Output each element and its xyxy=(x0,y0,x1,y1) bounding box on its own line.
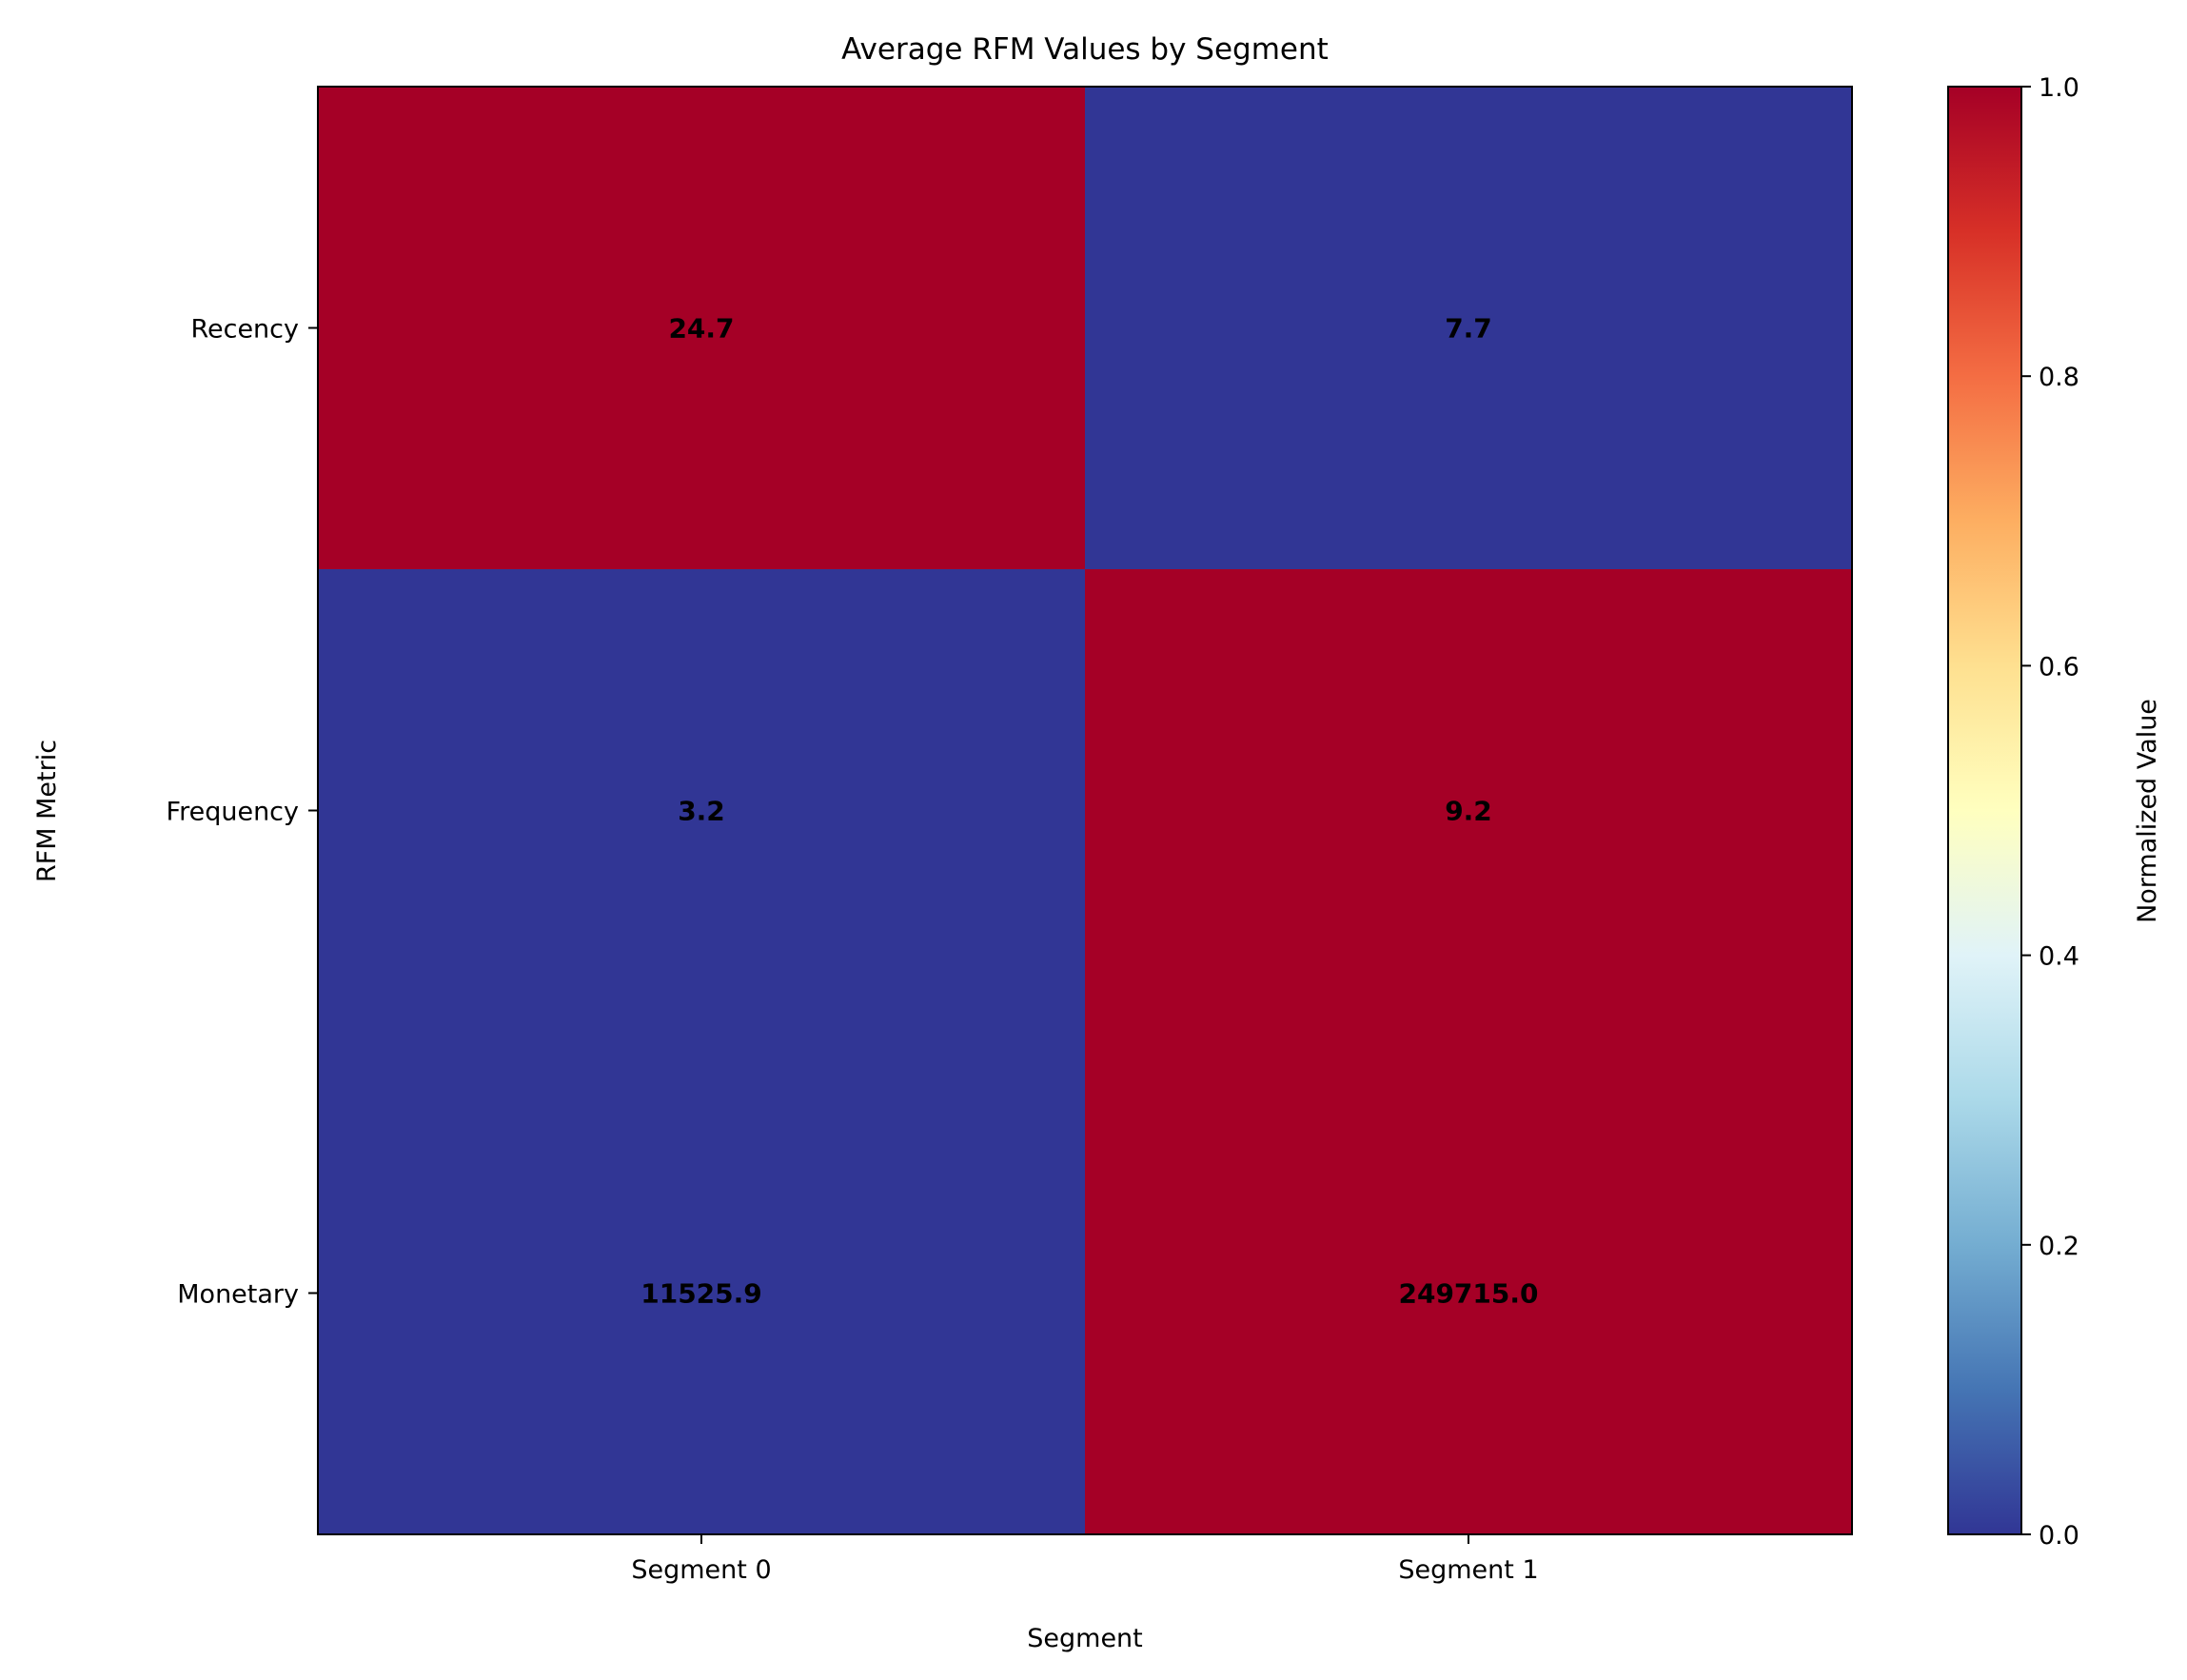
y-tick-label: Monetary xyxy=(177,1280,299,1310)
colorbar-label: Normalized Value xyxy=(2133,699,2162,923)
heatmap-cell xyxy=(318,1052,1086,1535)
x-tick-label: Segment 0 xyxy=(631,1555,771,1585)
colorbar-ticks: 0.0 0.2 0.4 0.6 0.8 1.0 xyxy=(2021,73,2079,1551)
heatmap-cell xyxy=(1085,87,1853,570)
y-axis-label: RFM Metric xyxy=(32,740,62,882)
chart-title: Average RFM Values by Segment xyxy=(841,32,1329,67)
heatmap-cell xyxy=(1085,1052,1853,1535)
colorbar xyxy=(1947,86,2022,1535)
x-axis-label: Segment xyxy=(1027,1624,1143,1653)
colorbar-tick-label: 0.2 xyxy=(2039,1232,2079,1261)
cell-value-label: 249715.0 xyxy=(1398,1278,1538,1310)
y-tick-label: Frequency xyxy=(167,798,300,827)
heatmap-cell xyxy=(318,569,1086,1053)
cell-value-label: 11525.9 xyxy=(640,1278,762,1310)
cell-value-label: 7.7 xyxy=(1445,313,1492,345)
cell-value-label: 24.7 xyxy=(668,313,734,345)
colorbar-tick-label: 0.4 xyxy=(2039,942,2079,972)
colorbar-tick-label: 0.0 xyxy=(2039,1521,2079,1551)
x-tick-label: Segment 1 xyxy=(1398,1555,1538,1585)
heatmap-cell xyxy=(1085,569,1853,1053)
y-tick-label: Recency xyxy=(190,315,299,345)
colorbar-tick-label: 0.6 xyxy=(2039,652,2079,682)
heatmap-cell xyxy=(318,87,1086,570)
cell-value-label: 9.2 xyxy=(1445,796,1492,827)
colorbar-tick-label: 0.8 xyxy=(2039,363,2079,392)
heatmap-cells: 24.7 7.7 3.2 9.2 11525.9 249715.0 xyxy=(318,87,1853,1535)
y-axis-ticks: Recency Frequency Monetary xyxy=(167,315,318,1310)
colorbar-tick-label: 1.0 xyxy=(2039,73,2079,103)
cell-value-label: 3.2 xyxy=(678,796,725,827)
x-axis-ticks: Segment 0 Segment 1 xyxy=(631,1534,1539,1585)
